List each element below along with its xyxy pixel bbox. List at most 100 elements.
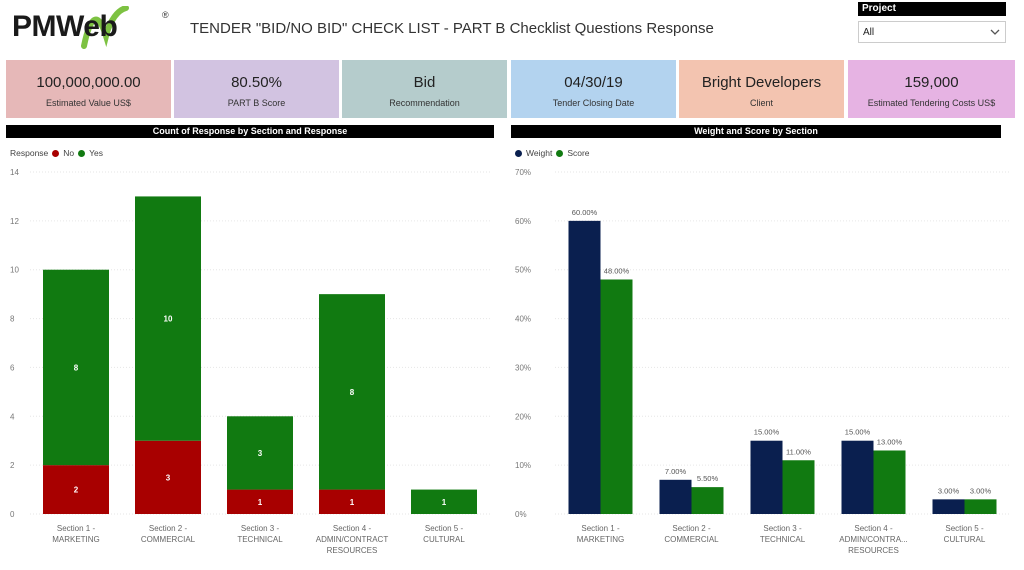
data-label: 5.50% (697, 474, 719, 483)
y-tick-label: 30% (515, 363, 531, 372)
chart2-title: Weight and Score by Section (511, 125, 1001, 138)
project-filter-dropdown[interactable]: All (858, 21, 1006, 43)
data-label: 1 (258, 498, 263, 507)
data-label: 2 (74, 486, 79, 495)
logo-swoosh-icon (81, 6, 129, 49)
kpi-value: 80.50% (231, 74, 282, 91)
bar-score (600, 279, 633, 514)
chart2-weight-score: 0% 10% 20% 30% 40% 50% 60% 70% Section 1 - MARKET… (515, 168, 1010, 555)
y-tick-label: 0% (515, 510, 527, 519)
y-tick-label: 2 (10, 461, 15, 470)
x-tick-label: COMMERCIAL (141, 535, 196, 544)
kpi-tendering-costs: 159,000 Estimated Tendering Costs US$ (848, 60, 1015, 118)
kpi-value: 100,000,000.00 (36, 74, 141, 91)
logo-registered-mark: ® (162, 10, 169, 20)
kpi-label: Tender Closing Date (552, 98, 635, 108)
x-tick-label: Section 5 - (945, 524, 984, 533)
legend-yes-label[interactable]: Yes (89, 148, 104, 158)
x-tick-label: Section 2 - (149, 524, 188, 533)
x-tick-label: Section 4 - (854, 524, 893, 533)
kpi-label: Estimated Tendering Costs US$ (867, 98, 996, 108)
y-tick-label: 50% (515, 266, 531, 275)
y-tick-label: 6 (10, 363, 15, 372)
y-tick-label: 8 (10, 315, 15, 324)
x-tick-label: RESOURCES (848, 546, 899, 555)
y-tick-label: 4 (10, 412, 15, 421)
y-tick-label: 40% (515, 315, 531, 324)
kpi-value: Bid (413, 74, 436, 91)
y-tick-label: 12 (10, 217, 19, 226)
x-tick-label: MARKETING (577, 535, 625, 544)
legend-score-dot (556, 149, 564, 157)
bar-score (964, 499, 997, 514)
kpi-estimated-value: 100,000,000.00 Estimated Value US$ (6, 60, 171, 118)
bar-score (782, 460, 815, 514)
chevron-down-icon (990, 29, 1000, 35)
bar-weight (659, 479, 692, 514)
bar-no (227, 489, 293, 514)
data-label: 8 (74, 363, 79, 372)
kpi-value: 159,000 (904, 74, 959, 91)
bar-weight (932, 499, 965, 514)
data-label: 3 (258, 449, 263, 458)
chart1-response-count: 0 2 4 6 8 10 12 14 Section 1 - MARKETING 2 8 Section… (10, 168, 490, 555)
legend-no-label[interactable]: No (63, 148, 75, 158)
kpi-value: Bright Developers (701, 74, 822, 91)
y-tick-label: 20% (515, 412, 531, 421)
bar-yes (227, 416, 293, 490)
x-tick-label: ADMIN/CONTRACT (316, 535, 389, 544)
bar-score (691, 487, 724, 514)
bar-weight (750, 440, 783, 514)
legend-yes-dot (78, 149, 86, 157)
bar-weight (841, 440, 874, 514)
legend-weight-label[interactable]: Weight (526, 148, 553, 158)
x-tick-label: Section 3 - (763, 524, 802, 533)
y-tick-label: 70% (515, 168, 531, 177)
chart2-legend: Weight Score (515, 148, 590, 158)
x-tick-label: TECHNICAL (237, 535, 283, 544)
pmweb-logo: PMWeb ® (12, 6, 172, 49)
x-tick-label: Section 1 - (581, 524, 620, 533)
legend-weight-dot (515, 149, 522, 157)
bar-weight (568, 220, 601, 514)
data-label: 15.00% (754, 428, 780, 437)
page-title: TENDER "BID/NO BID" CHECK LIST - PART B … (190, 20, 714, 37)
x-tick-label: Section 3 - (241, 524, 280, 533)
data-label: 3 (166, 473, 171, 482)
legend-score-label[interactable]: Score (567, 148, 590, 158)
legend-no-dot (52, 149, 60, 157)
x-tick-label: CULTURAL (423, 535, 465, 544)
project-filter: Project All (858, 2, 1006, 43)
y-tick-label: 10% (515, 461, 531, 470)
kpi-client: Bright Developers Client (679, 60, 844, 118)
bar-score (873, 450, 906, 514)
data-label: 3.00% (938, 486, 960, 495)
x-tick-label: CULTURAL (944, 535, 986, 544)
x-tick-label: COMMERCIAL (664, 535, 719, 544)
kpi-label: Recommendation (389, 98, 460, 108)
data-label: 3.00% (970, 486, 992, 495)
data-label: 7.00% (665, 467, 687, 476)
kpi-label: PART B Score (227, 98, 286, 108)
project-filter-value: All (863, 27, 875, 38)
data-label: 11.00% (786, 447, 811, 456)
kpi-tender-closing-date: 04/30/19 Tender Closing Date (511, 60, 676, 118)
data-label: 15.00% (845, 428, 871, 437)
data-label: 1 (442, 498, 447, 507)
x-tick-label: ADMIN/CONTRA... (839, 535, 907, 544)
x-tick-label: Section 2 - (672, 524, 711, 533)
y-tick-label: 0 (10, 510, 15, 519)
data-label: 1 (350, 498, 355, 507)
data-label: 8 (350, 388, 355, 397)
data-label: 60.00% (572, 208, 598, 217)
x-tick-label: MARKETING (52, 535, 100, 544)
bar-yes (135, 196, 201, 441)
y-tick-label: 14 (10, 168, 19, 177)
logo-text: PMWeb (12, 10, 118, 43)
kpi-recommendation: Bid Recommendation (342, 60, 507, 118)
bar-yes (319, 294, 385, 490)
bar-no (43, 465, 109, 514)
kpi-label: Client (749, 98, 773, 108)
kpi-value: 04/30/19 (564, 74, 623, 91)
